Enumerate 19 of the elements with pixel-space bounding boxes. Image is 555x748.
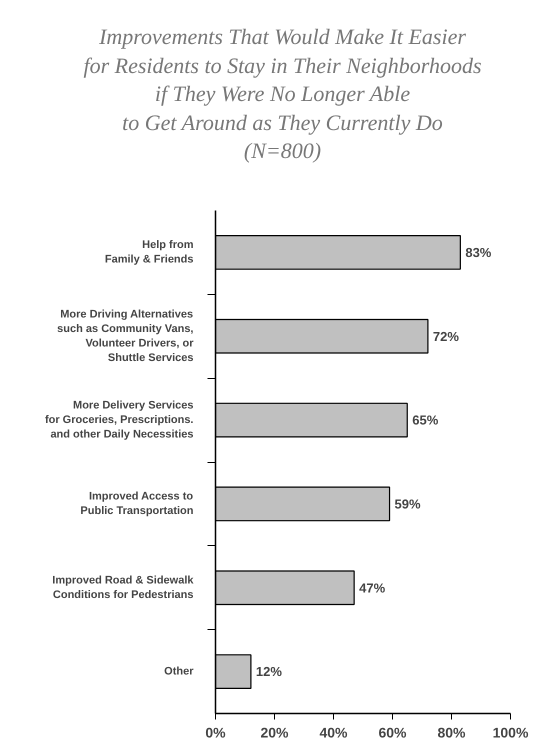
x-tick-label: 100% xyxy=(492,724,529,740)
y-tick-label: Improved Road & Sidewalk Conditions for Pedestrians xyxy=(52,574,194,601)
y-tick-label: More Driving Alternatives such as Community Vans, Volunteer Drivers, or Shuttle Services xyxy=(57,308,194,364)
data-label: 83% xyxy=(465,244,492,260)
x-tick-label: 0% xyxy=(205,724,226,740)
data-label: 65% xyxy=(412,412,439,428)
data-label: 59% xyxy=(394,496,422,512)
chart-title: Improvements That Would Make It Easier for Residents to Stay in Their Neighborhoods if They Were No Longer Able to Get Around as They Currently Do (N=800) xyxy=(83,23,482,166)
y-tick-label: Help from Family & Friends xyxy=(104,239,194,266)
y-tick-label: Other xyxy=(164,666,194,678)
x-tick-label: 60% xyxy=(378,724,408,740)
x-tick-label: 80% xyxy=(437,724,466,740)
y-tick-label: Improved Access to Public Transportation xyxy=(80,490,194,518)
data-label: 72% xyxy=(432,328,460,344)
x-tick-label: 20% xyxy=(260,724,290,740)
data-label: 12% xyxy=(256,664,282,680)
x-tick-label: 40% xyxy=(319,724,348,740)
data-label: 47% xyxy=(359,580,386,596)
y-tick-label: More Delivery Services for Groceries, Prescriptions. and other Daily Necessities xyxy=(44,400,194,440)
